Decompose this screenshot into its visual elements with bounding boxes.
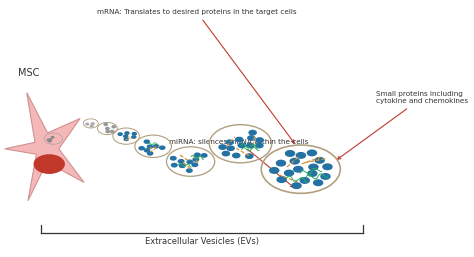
Circle shape xyxy=(91,123,94,124)
Circle shape xyxy=(154,145,159,148)
Circle shape xyxy=(160,146,165,149)
Circle shape xyxy=(104,123,108,125)
Circle shape xyxy=(171,157,176,160)
Circle shape xyxy=(124,135,128,137)
Circle shape xyxy=(132,136,136,138)
Circle shape xyxy=(296,153,305,158)
Circle shape xyxy=(110,131,114,133)
Circle shape xyxy=(227,146,234,150)
Circle shape xyxy=(132,133,137,135)
Circle shape xyxy=(49,139,52,140)
Circle shape xyxy=(147,145,153,148)
Circle shape xyxy=(308,171,317,176)
Circle shape xyxy=(106,131,109,133)
Circle shape xyxy=(192,163,198,167)
Circle shape xyxy=(180,164,185,167)
Circle shape xyxy=(187,169,192,172)
Circle shape xyxy=(147,152,153,155)
Circle shape xyxy=(292,183,301,188)
Circle shape xyxy=(256,138,263,142)
Circle shape xyxy=(106,127,109,130)
Circle shape xyxy=(246,154,253,158)
Circle shape xyxy=(118,133,122,135)
Circle shape xyxy=(222,151,229,156)
Circle shape xyxy=(139,147,144,150)
Circle shape xyxy=(236,137,243,142)
Circle shape xyxy=(233,153,240,158)
Circle shape xyxy=(270,168,279,173)
Circle shape xyxy=(219,145,226,149)
Circle shape xyxy=(47,139,50,141)
Circle shape xyxy=(226,140,233,144)
Circle shape xyxy=(290,158,299,164)
Circle shape xyxy=(248,136,255,140)
Circle shape xyxy=(285,151,294,156)
Circle shape xyxy=(51,136,54,138)
Circle shape xyxy=(49,140,51,142)
Circle shape xyxy=(256,143,263,148)
Circle shape xyxy=(246,143,254,148)
Circle shape xyxy=(300,178,310,183)
Polygon shape xyxy=(5,93,84,201)
Circle shape xyxy=(145,149,150,152)
Circle shape xyxy=(194,153,200,157)
Text: miRNA: silences mRNA within the cells: miRNA: silences mRNA within the cells xyxy=(169,139,308,187)
Circle shape xyxy=(193,158,199,161)
Circle shape xyxy=(34,155,64,173)
Circle shape xyxy=(321,174,330,179)
Circle shape xyxy=(86,123,89,125)
Circle shape xyxy=(323,164,332,170)
Circle shape xyxy=(276,160,285,166)
Circle shape xyxy=(238,143,246,148)
Circle shape xyxy=(112,126,116,128)
Circle shape xyxy=(277,177,286,182)
Circle shape xyxy=(201,154,207,157)
Circle shape xyxy=(309,164,318,170)
Text: Extracellular Vesicles (EVs): Extracellular Vesicles (EVs) xyxy=(145,236,259,245)
Circle shape xyxy=(315,158,324,163)
Circle shape xyxy=(144,140,149,143)
Circle shape xyxy=(125,132,129,134)
Text: mRNA: Translates to desired proteins in the target cells: mRNA: Translates to desired proteins in … xyxy=(97,9,297,143)
Circle shape xyxy=(178,160,184,163)
Circle shape xyxy=(187,160,192,163)
Circle shape xyxy=(308,150,317,156)
Circle shape xyxy=(172,163,177,167)
Circle shape xyxy=(314,180,323,186)
Circle shape xyxy=(294,167,303,172)
Circle shape xyxy=(284,170,293,176)
Text: MSC: MSC xyxy=(18,68,39,78)
Text: Small proteins including
cytokine and chemokines: Small proteins including cytokine and ch… xyxy=(337,91,468,159)
Circle shape xyxy=(90,125,93,127)
Circle shape xyxy=(124,138,128,141)
Circle shape xyxy=(249,131,256,135)
